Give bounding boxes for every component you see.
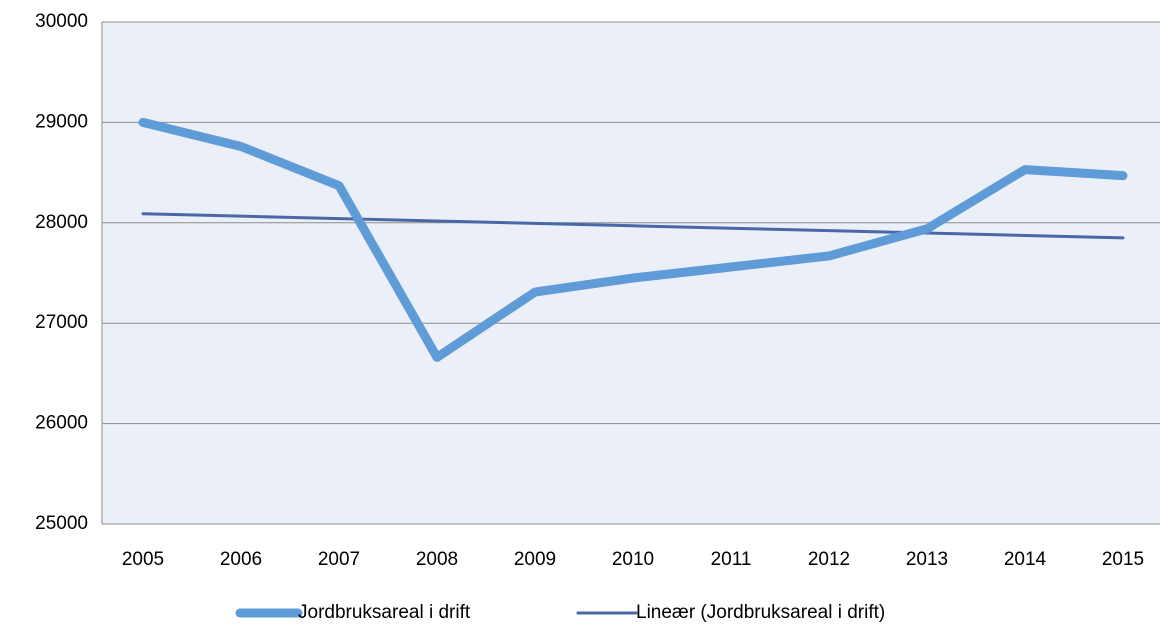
- x-tick-label: 2013: [906, 549, 948, 570]
- y-tick-label: 27000: [35, 312, 88, 333]
- series-line: [138, 117, 1128, 362]
- y-tick-label: 30000: [35, 11, 88, 32]
- plot-area: [102, 22, 1160, 524]
- legend-label: Jordbruksareal i drift: [298, 602, 471, 623]
- series-line: [141, 212, 1125, 240]
- x-tick-label: 2005: [122, 549, 164, 570]
- y-tick-label: 29000: [35, 111, 88, 132]
- y-tick-label: 28000: [35, 212, 88, 233]
- x-tick-label: 2006: [220, 549, 262, 570]
- x-tick-label: 2015: [1102, 549, 1144, 570]
- x-tick-label: 2011: [711, 549, 752, 570]
- x-tick-label: 2009: [514, 549, 556, 570]
- y-tick-label: 25000: [35, 513, 88, 534]
- x-tick-label: 2014: [1004, 549, 1047, 570]
- x-tick-label: 2008: [416, 549, 458, 570]
- x-tick-label: 2012: [808, 549, 850, 570]
- y-tick-label: 26000: [35, 413, 88, 434]
- x-tick-label: 2010: [612, 549, 654, 570]
- legend-label: Lineær (Jordbruksareal i drift): [636, 602, 885, 623]
- x-tick-label: 2007: [318, 549, 360, 570]
